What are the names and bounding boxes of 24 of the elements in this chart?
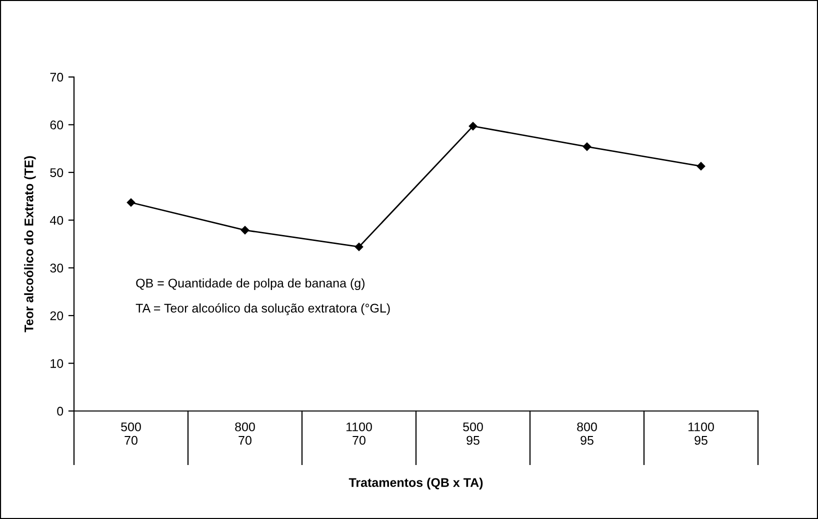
y-tick-label: 10 — [50, 359, 64, 368]
x-tick-label: 500 70 — [121, 422, 141, 445]
annotation: TA = Teor alcoólico da solução extratora (°GL) — [136, 303, 390, 316]
x-tick-label: 1100 95 — [688, 422, 714, 445]
y-tick-label: 0 — [57, 406, 64, 416]
x-tick-label: 1100 70 — [346, 422, 372, 445]
point — [582, 142, 592, 151]
x-axis-title: Tratamentos (QB x TA) — [348, 478, 483, 490]
y-tick-label: 20 — [50, 311, 64, 320]
x-tick-label: 800 70 — [235, 422, 255, 445]
y-tick-label: 30 — [50, 264, 64, 273]
x-tick-label: 500 95 — [463, 422, 483, 445]
y-tick-label: 50 — [50, 168, 64, 178]
y-tick-label: 40 — [50, 216, 64, 225]
point — [240, 226, 250, 234]
point — [696, 162, 706, 170]
point — [126, 198, 136, 207]
x-tick-label: 800 95 — [577, 422, 597, 445]
y-tick-label: 60 — [50, 120, 64, 130]
annotation: QB = Quantidade de polpa de banana (g) — [136, 278, 364, 290]
y-axis-title: Teor alcoólico do Extrato (TE) — [24, 156, 36, 332]
point — [354, 242, 364, 251]
y-tick-label: 70 — [50, 72, 64, 82]
point — [468, 122, 478, 130]
